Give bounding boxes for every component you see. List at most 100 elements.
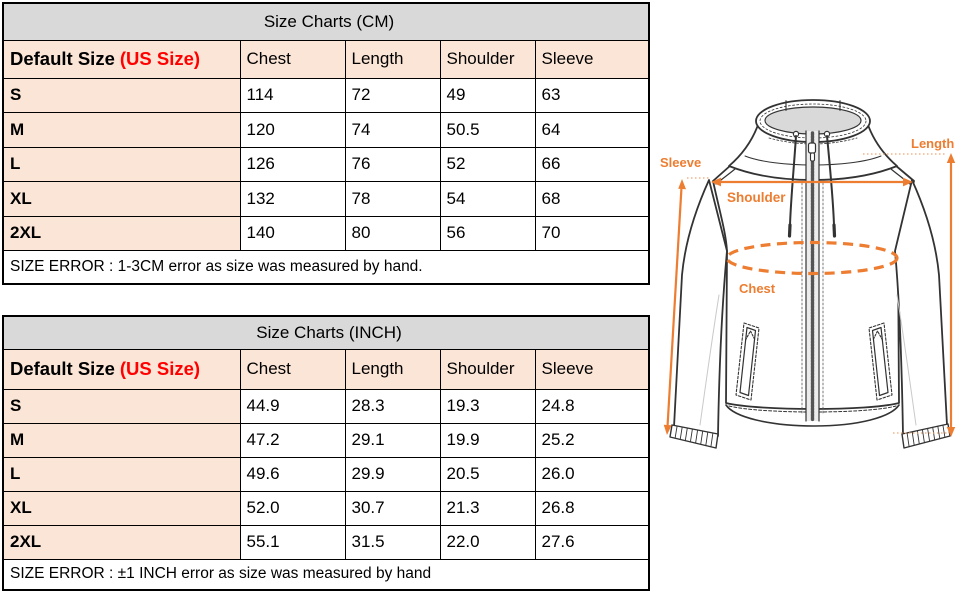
- table-row: SIZE ERROR : ±1 INCH error as size was m…: [2, 558, 650, 591]
- size-error-note-cm: SIZE ERROR : 1-3CM error as size was mea…: [2, 250, 650, 284]
- size-chart-inch-table: Size Charts (INCH) Default Size (US Size)…: [2, 315, 650, 591]
- table-cell: 64: [534, 112, 650, 148]
- table-row: L 49.6 29.9 20.5 26.0: [2, 456, 650, 492]
- table-row: M 120 74 50.5 64: [2, 112, 650, 148]
- column-header-length: Length: [344, 39, 441, 79]
- table-cell: 68: [534, 181, 650, 217]
- table-cell: 19.9: [439, 422, 536, 458]
- table-cell: 52: [439, 146, 536, 182]
- column-header-sleeve: Sleeve: [534, 348, 650, 390]
- table-row: XL 52.0 30.7 21.3 26.8: [2, 490, 650, 526]
- hood-lining: [764, 106, 862, 135]
- table-cell: 21.3: [439, 490, 536, 526]
- shoulder-label: Shoulder: [727, 190, 786, 205]
- table-row: S 114 72 49 63: [2, 77, 650, 113]
- table-row: SIZE ERROR : 1-3CM error as size was mea…: [2, 250, 650, 284]
- table-cell: 49.6: [239, 456, 346, 492]
- table-cell: 78: [344, 181, 441, 217]
- table-cell: 22.0: [439, 524, 536, 560]
- table-cell: 72: [344, 77, 441, 113]
- table-title-inch: Size Charts (INCH): [2, 315, 650, 350]
- column-header-chest: Chest: [239, 39, 346, 79]
- us-size-label: (US Size): [119, 48, 201, 69]
- table-cell: 19.3: [439, 388, 536, 424]
- table-title-cm: Size Charts (CM): [2, 2, 650, 41]
- table-cell: 29.9: [344, 456, 441, 492]
- dotted-guides: [687, 153, 947, 434]
- default-size-label: Default Size: [10, 358, 115, 379]
- size-cell: XL: [2, 181, 241, 217]
- table-cell: 50.5: [439, 112, 536, 148]
- table-cell: 126: [239, 146, 346, 182]
- column-header-shoulder: Shoulder: [439, 39, 536, 79]
- table-cell: 25.2: [534, 422, 650, 458]
- jacket-cuff-right: [901, 423, 951, 449]
- size-chart-cm-table: Size Charts (CM) Default Size (US Size) C…: [2, 2, 650, 285]
- table-row: S 44.9 28.3 19.3 24.8: [2, 388, 650, 424]
- table-cell: 114: [239, 77, 346, 113]
- table-row: 2XL 55.1 31.5 22.0 27.6: [2, 524, 650, 560]
- table-cell: 76: [344, 146, 441, 182]
- column-header-size: Default Size (US Size): [2, 348, 241, 390]
- table-row: L 126 76 52 66: [2, 146, 650, 182]
- table-cell: 44.9: [239, 388, 346, 424]
- column-header-chest: Chest: [239, 348, 346, 390]
- table-row: Size Charts (INCH): [2, 315, 650, 350]
- table-cell: 49: [439, 77, 536, 113]
- table-cell: 80: [344, 215, 441, 251]
- size-cell: M: [2, 112, 241, 148]
- jacket-cuff-left: [669, 424, 719, 449]
- column-header-length: Length: [344, 348, 441, 390]
- chest-measure-ellipse: [725, 240, 899, 276]
- table-cell: 20.5: [439, 456, 536, 492]
- jacket-pocket-right: [868, 322, 893, 401]
- table-cell: 54: [439, 181, 536, 217]
- table-cell: 63: [534, 77, 650, 113]
- size-cell: S: [2, 388, 241, 424]
- length-label: Length: [911, 136, 954, 151]
- size-cell: 2XL: [2, 215, 241, 251]
- table-cell: 47.2: [239, 422, 346, 458]
- table-cell: 30.7: [344, 490, 441, 526]
- table-row: XL 132 78 54 68: [2, 181, 650, 217]
- column-header-sleeve: Sleeve: [534, 39, 650, 79]
- zipper-slider: [807, 142, 817, 154]
- jacket-sleeve-right: [894, 179, 948, 436]
- table-row: 2XL 140 80 56 70: [2, 215, 650, 251]
- table-cell: 26.0: [534, 456, 650, 492]
- size-cell: L: [2, 146, 241, 182]
- measurement-annotations: Sleeve Length Shoulder Chest: [660, 136, 956, 437]
- table-cell: 132: [239, 181, 346, 217]
- us-size-label: (US Size): [119, 358, 201, 379]
- jacket-zipper: [801, 130, 824, 422]
- table-cell: 66: [534, 146, 650, 182]
- sleeve-label: Sleeve: [660, 155, 701, 170]
- table-cell: 24.8: [534, 388, 650, 424]
- jacket-measurement-diagram: Sleeve Length Shoulder Chest: [660, 99, 956, 449]
- table-cell: 70: [534, 215, 650, 251]
- table-cell: 29.1: [344, 422, 441, 458]
- table-cell: 28.3: [344, 388, 441, 424]
- table-row: Size Charts (CM): [2, 2, 650, 41]
- table-cell: 55.1: [239, 524, 346, 560]
- table-cell: 120: [239, 112, 346, 148]
- table-cell: 52.0: [239, 490, 346, 526]
- table-cell: 26.8: [534, 490, 650, 526]
- table-cell: 27.6: [534, 524, 650, 560]
- size-cell: XL: [2, 490, 241, 526]
- shoulder-measure-arrow: [711, 177, 913, 187]
- column-header-size: Default Size (US Size): [2, 39, 241, 79]
- column-header-shoulder: Shoulder: [439, 348, 536, 390]
- sleeve-measure-arrow: [663, 179, 686, 435]
- size-error-note-inch: SIZE ERROR : ±1 INCH error as size was m…: [2, 558, 650, 591]
- zipper-pull: [809, 152, 816, 162]
- table-cell: 140: [239, 215, 346, 251]
- size-cell: 2XL: [2, 524, 241, 560]
- table-cell: 31.5: [344, 524, 441, 560]
- length-measure-arrow: [946, 153, 956, 437]
- jacket-pocket-left: [735, 322, 760, 401]
- table-header-row: Default Size (US Size) Chest Length Shoul…: [2, 39, 650, 79]
- chest-label: Chest: [739, 281, 776, 296]
- table-cell: 74: [344, 112, 441, 148]
- table-cell: 56: [439, 215, 536, 251]
